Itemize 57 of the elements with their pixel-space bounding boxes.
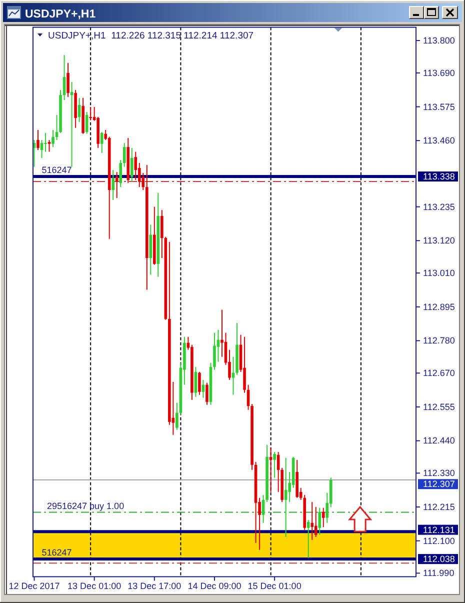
y-tick-label: 112.440 bbox=[423, 436, 455, 446]
y-tick-label: 112.895 bbox=[423, 302, 455, 312]
candlestick bbox=[122, 142, 126, 168]
y-tick-label: 113.010 bbox=[423, 268, 455, 278]
annotation: 516247 bbox=[42, 164, 72, 175]
x-tick-label: 13 Dec 17:00 bbox=[128, 581, 182, 591]
y-tick-label: 113.120 bbox=[423, 236, 455, 246]
candlestick bbox=[52, 130, 54, 148]
candlestick bbox=[70, 82, 74, 168]
x-tick-label: 15 Dec 01:00 bbox=[248, 581, 302, 591]
candlestick bbox=[115, 172, 118, 198]
candlestick bbox=[314, 506, 318, 538]
candlestick bbox=[100, 132, 104, 154]
candlestick bbox=[112, 170, 115, 201]
y-tick-label: 112.670 bbox=[423, 368, 455, 378]
y-tick-label: 113.460 bbox=[423, 136, 455, 146]
candlestick bbox=[306, 519, 310, 558]
y-tick-label: 112.555 bbox=[423, 402, 455, 412]
ref-line-label: 112.038 bbox=[423, 554, 455, 564]
candlestick bbox=[134, 151, 138, 181]
y-tick-label: 112.780 bbox=[423, 336, 455, 346]
candlestick bbox=[130, 147, 134, 182]
y-tick-label: 111.990 bbox=[423, 568, 454, 578]
candlestick bbox=[62, 54, 66, 100]
candlestick bbox=[48, 140, 51, 152]
candlestick bbox=[119, 160, 122, 188]
y-tick-label: 112.215 bbox=[423, 502, 455, 512]
ref-line-label: 113.338 bbox=[423, 171, 455, 182]
ref-line-label: 112.307 bbox=[423, 479, 455, 490]
y-tick-label: 113.575 bbox=[423, 102, 455, 112]
x-tick-label: 12 Dec 2017 bbox=[8, 581, 60, 591]
candlestick bbox=[194, 366, 198, 398]
candlestick bbox=[269, 447, 272, 492]
candlestick bbox=[44, 132, 47, 152]
ref-line-label: 112.131 bbox=[423, 524, 455, 535]
candlestick bbox=[243, 336, 246, 394]
candlestick bbox=[310, 501, 314, 540]
x-tick-label: 14 Dec 09:00 bbox=[188, 581, 242, 591]
annotation: 516247 bbox=[42, 548, 72, 558]
candlestick bbox=[322, 507, 325, 528]
candlestick bbox=[198, 371, 201, 396]
y-tick-label: 113.800 bbox=[423, 36, 455, 46]
candlestick bbox=[36, 130, 40, 151]
chart-subtitle: USDJPY+,H1 112.226 112.315 112.214 112.307 bbox=[48, 30, 254, 42]
candlestick bbox=[318, 507, 322, 536]
y-tick-label: 112.330 bbox=[423, 468, 455, 478]
candlestick bbox=[89, 106, 92, 120]
ref-line-label: 29516247 buy 1.00 bbox=[47, 500, 124, 511]
y-tick-label: 112.100 bbox=[423, 536, 455, 546]
x-tick-label: 13 Dec 01:00 bbox=[68, 581, 122, 591]
y-tick-label: 113.235 bbox=[423, 202, 455, 212]
candlestick bbox=[213, 332, 216, 370]
candlestick bbox=[273, 451, 276, 478]
y-tick-label: 113.690 bbox=[423, 68, 455, 78]
chart-title: USDJPY+,H1 bbox=[25, 8, 96, 20]
candlestick bbox=[206, 382, 208, 406]
candlestick bbox=[66, 62, 70, 98]
